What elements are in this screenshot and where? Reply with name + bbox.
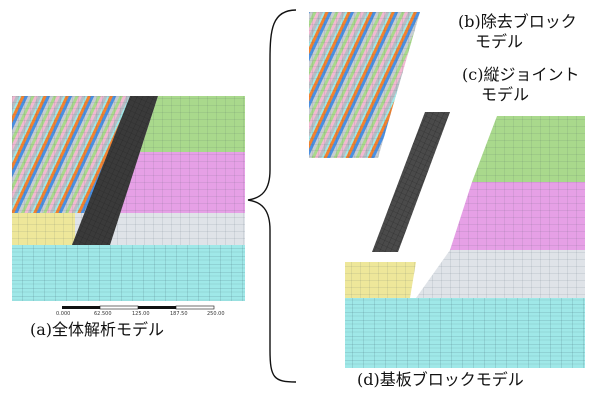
- scale-tick-4: 250.00: [207, 311, 225, 317]
- scale-bar: [62, 305, 215, 310]
- curly-brace: [247, 9, 297, 383]
- joint-figure: [372, 112, 450, 252]
- removed-block-figure: [309, 12, 420, 158]
- scale-tick-0: 0.000: [56, 311, 71, 317]
- scale-tick-3: 187.50: [170, 311, 188, 317]
- caption-joint-1: (c)縦ジョイント: [462, 65, 580, 84]
- scale-tick-1: 62.500: [94, 311, 112, 317]
- caption-base-block: (d)基板ブロックモデル: [357, 370, 524, 389]
- caption-removed-block-1: (b)除去ブロック: [458, 12, 577, 31]
- scale-tick-2: 125.00: [132, 311, 150, 317]
- full-model-figure: [12, 96, 245, 310]
- caption-full-model: (a)全体解析モデル: [30, 320, 165, 339]
- caption-joint-2: モデル: [481, 85, 530, 104]
- base-block-figure: [345, 116, 585, 368]
- caption-removed-block-2: モデル: [475, 32, 524, 51]
